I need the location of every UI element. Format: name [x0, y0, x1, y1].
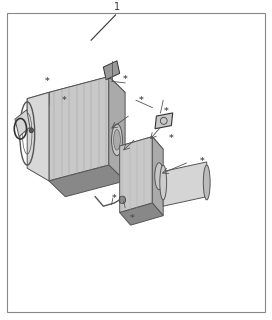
Polygon shape — [109, 76, 125, 181]
Polygon shape — [49, 76, 125, 108]
Polygon shape — [27, 92, 49, 111]
Polygon shape — [15, 110, 30, 137]
Polygon shape — [120, 203, 163, 225]
Ellipse shape — [112, 124, 122, 156]
Circle shape — [29, 128, 33, 133]
Text: *: * — [200, 157, 205, 166]
Polygon shape — [120, 137, 163, 159]
Text: *: * — [169, 134, 174, 143]
Text: *: * — [112, 194, 117, 203]
Polygon shape — [155, 113, 173, 129]
Ellipse shape — [155, 163, 163, 189]
Ellipse shape — [203, 165, 210, 200]
Polygon shape — [120, 137, 152, 212]
Text: *: * — [61, 96, 66, 105]
Text: *: * — [163, 107, 168, 116]
Text: *: * — [45, 77, 50, 86]
Text: 1: 1 — [114, 2, 120, 12]
Text: *: * — [123, 75, 128, 84]
Polygon shape — [103, 61, 120, 80]
Polygon shape — [163, 162, 207, 206]
Polygon shape — [49, 76, 109, 181]
Text: *: * — [129, 214, 134, 223]
Ellipse shape — [160, 165, 166, 200]
Circle shape — [119, 196, 126, 204]
Polygon shape — [152, 137, 163, 216]
Polygon shape — [27, 92, 49, 181]
Polygon shape — [49, 165, 125, 197]
Ellipse shape — [113, 130, 120, 150]
Text: *: * — [139, 96, 144, 105]
